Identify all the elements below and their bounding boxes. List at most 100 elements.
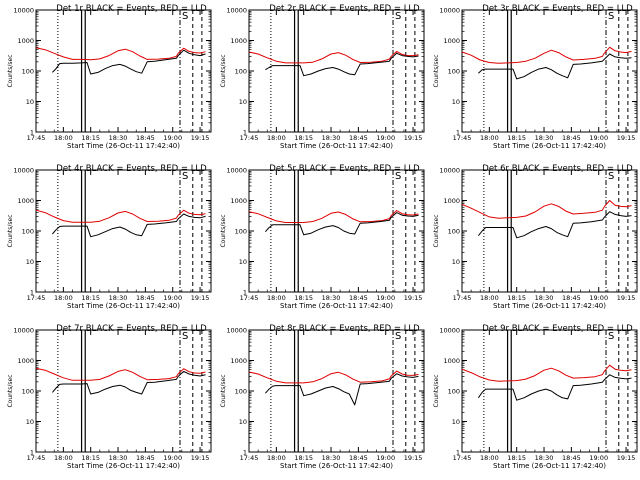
y-tick-label: 10 [26,98,34,106]
series-line-events [52,213,206,238]
y-axis-label: Counts/sec [433,54,440,87]
series-line-lld [248,210,419,223]
x-tick-label: 19:15 [617,134,636,142]
x-tick-label: 19:15 [191,294,210,302]
y-tick-label: 10000 [226,167,247,175]
y-axis-label: Counts/sec [433,374,440,407]
y-axis-label: Counts/sec [7,374,14,407]
x-tick-label: 19:00 [376,454,395,462]
x-tick-label: 18:00 [480,294,499,302]
y-axis-label: Counts/sec [220,214,227,247]
y-tick-label: 10000 [439,327,460,335]
panel-title: Det 2r BLACK = Events, RED = LLD [269,4,420,14]
x-tick-label: 18:00 [267,454,286,462]
x-tick-label: 19:15 [617,294,636,302]
x-axis-label: Start Time (26-Oct-11 17:42:40) [280,142,393,150]
y-tick-label: 10 [239,418,247,426]
x-tick-label: 19:00 [589,454,608,462]
x-tick-label: 17:45 [27,454,46,462]
y-tick-label: 10000 [13,167,34,175]
y-tick-label: 1000 [443,37,460,45]
y-tick-label: 1 [30,449,34,457]
x-tick-label: 17:45 [240,294,259,302]
panel-title: Det 8r BLACK = Events, RED = LLD [269,324,420,334]
x-axis-label: Start Time (26-Oct-11 17:42:40) [67,302,180,310]
y-tick-label: 10 [239,258,247,266]
x-tick-label: 17:45 [27,294,46,302]
y-tick-label: 100 [448,68,460,76]
panel-title: Det 4r BLACK = Events, RED = LLD [56,164,207,174]
series-line-events [265,52,419,77]
series-line-lld [35,47,206,61]
panel-title: Det 9r BLACK = Events, RED = LLD [482,324,633,334]
x-tick-label: 18:45 [349,454,368,462]
y-tick-label: 100 [235,228,247,236]
plot-frame [35,329,212,453]
series-line-lld [248,50,419,64]
x-tick-label: 18:15 [294,134,313,142]
y-tick-label: 1000 [17,357,34,365]
panel-title: Det 3r BLACK = Events, RED = LLD [482,4,633,14]
x-tick-label: 18:30 [535,454,554,462]
x-axis-label: Start Time (26-Oct-11 17:42:40) [493,302,606,310]
x-tick-label: 18:45 [562,294,581,302]
panel-title: Det 1r BLACK = Events, RED = LLD [56,4,207,14]
y-tick-label: 1000 [17,197,34,205]
x-tick-label: 18:45 [136,134,155,142]
y-tick-label: 10000 [226,7,247,15]
x-tick-label: 18:15 [81,294,100,302]
series-line-events [52,49,206,75]
x-tick-label: 19:00 [376,134,395,142]
y-tick-label: 100 [22,388,34,396]
x-tick-label: 18:15 [507,454,526,462]
x-tick-label: 19:15 [404,454,423,462]
annotation-marker: S [182,171,188,182]
y-tick-label: 1 [30,129,34,137]
x-tick-label: 17:45 [453,294,472,302]
series-line-lld [461,364,632,382]
series-line-lld [35,209,206,223]
annotation-marker: S [608,171,614,182]
plot-frame [461,9,638,133]
x-tick-label: 17:45 [240,134,259,142]
y-axis-label: Counts/sec [7,54,14,87]
y-tick-label: 10000 [13,327,34,335]
x-tick-label: 19:15 [404,134,423,142]
x-tick-label: 19:00 [589,134,608,142]
x-tick-label: 18:30 [535,134,554,142]
plot-frame [248,9,425,133]
y-tick-label: 1000 [443,197,460,205]
x-tick-label: 18:45 [562,454,581,462]
y-axis-label: Counts/sec [220,374,227,407]
y-axis-label: Counts/sec [7,214,14,247]
plot-frame [461,169,638,293]
plot-frame [248,329,425,453]
y-tick-label: 10 [452,418,460,426]
x-tick-label: 19:00 [163,454,182,462]
x-axis-label: Start Time (26-Oct-11 17:42:40) [280,302,393,310]
y-tick-label: 1 [243,449,247,457]
y-tick-label: 1 [456,289,460,297]
y-tick-label: 1 [243,129,247,137]
y-tick-label: 10 [239,98,247,106]
y-tick-label: 1 [456,449,460,457]
panel-title: Det 5r BLACK = Events, RED = LLD [269,164,420,174]
series-line-lld [248,370,419,384]
y-tick-label: 10000 [226,327,247,335]
y-tick-label: 1000 [230,37,247,45]
x-tick-label: 18:15 [294,294,313,302]
annotation-marker: S [182,331,188,342]
x-tick-label: 19:15 [404,294,423,302]
x-tick-label: 18:30 [322,134,341,142]
annotation-marker: S [608,11,614,22]
x-tick-label: 18:30 [322,454,341,462]
x-tick-label: 18:15 [507,134,526,142]
annotation-marker: S [395,11,401,22]
x-tick-label: 18:15 [81,134,100,142]
x-tick-label: 18:00 [54,134,73,142]
plot-frame [35,169,212,293]
x-tick-label: 18:30 [535,294,554,302]
